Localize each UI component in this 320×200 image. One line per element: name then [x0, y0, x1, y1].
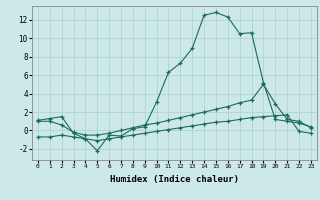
X-axis label: Humidex (Indice chaleur): Humidex (Indice chaleur): [110, 175, 239, 184]
